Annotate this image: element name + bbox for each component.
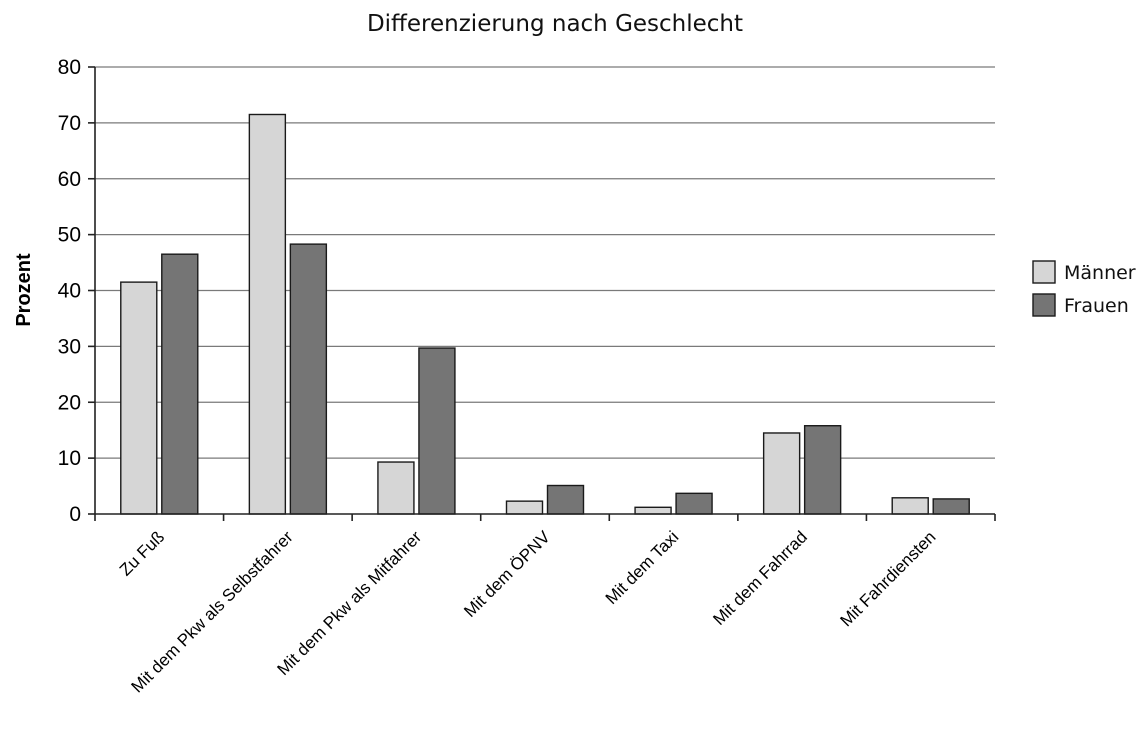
bar-frauen [161,253,199,515]
legend-swatch [1032,260,1056,284]
gridlines [95,66,995,459]
y-tick-label: 40 [58,280,81,303]
x-axis [94,513,996,521]
bar-maenner [762,432,801,515]
bar-frauen [418,347,456,515]
legend: Männer Frauen [1032,260,1136,317]
bar-maenner [248,113,287,515]
bar-maenner [891,497,929,515]
y-tick-label: 80 [58,56,81,79]
bar-maenner [377,461,415,515]
legend-label: Frauen [1064,295,1129,317]
bar-maenner [634,506,672,515]
bars [120,113,970,515]
y-axis-label: Prozent [13,253,35,327]
y-tick-label: 60 [58,168,81,191]
bar-maenner [505,500,544,515]
x-tick-label: Mit dem Taxi [602,527,683,608]
x-tick-label: Mit dem Pkw als Mitfahrer [274,527,426,679]
y-tick-label: 70 [58,112,81,135]
bar-frauen [289,243,328,515]
bar-frauen [932,498,970,515]
bar-maenner [120,281,158,515]
y-tick-label: 50 [58,224,81,247]
legend-swatch [1032,293,1056,317]
y-tick-label: 0 [69,503,81,526]
bar-frauen [546,484,585,515]
y-axis-ticks: 0 10 20 30 40 50 60 70 80 [58,56,96,526]
legend-label: Männer [1064,262,1136,284]
x-tick-label: Zu Fuß [116,527,168,579]
chart-title: Differenzierung nach Geschlecht [367,11,743,37]
x-tick-label: Mit Fahrdiensten [837,527,940,630]
x-tick-label: Mit dem Fahrrad [709,527,811,629]
x-tick-label: Mit dem ÖPNV [460,527,554,621]
y-tick-label: 20 [58,391,81,414]
y-tick-label: 30 [58,335,81,358]
bar-frauen [803,425,842,515]
bar-frauen [675,492,713,515]
y-tick-label: 10 [58,447,81,470]
